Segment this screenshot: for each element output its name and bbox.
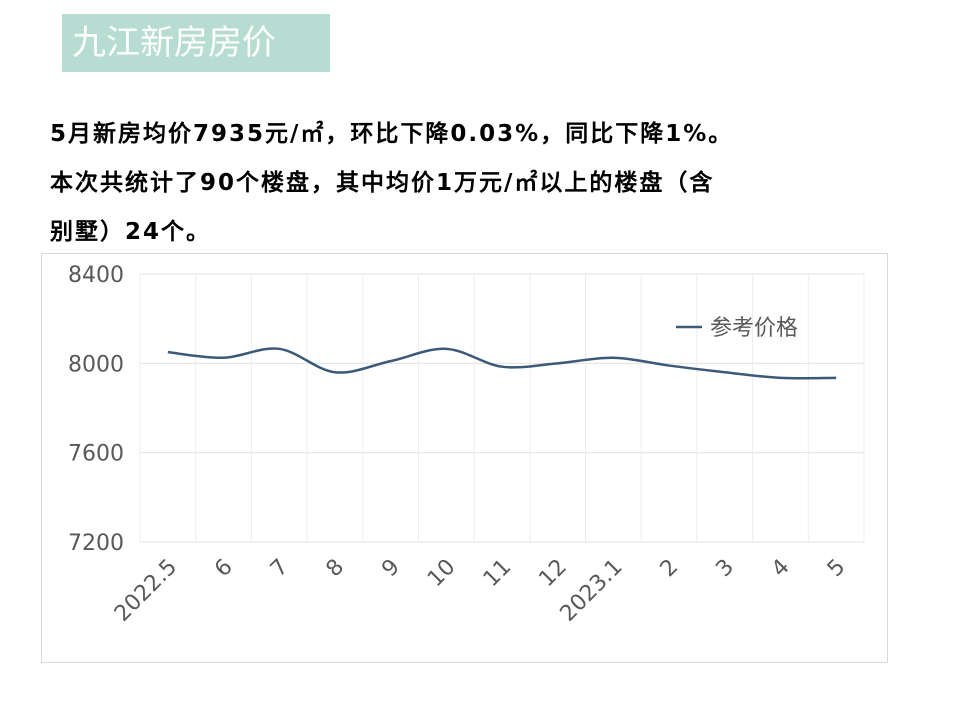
- title-banner: 九江新房房价: [62, 14, 330, 72]
- summary-line-2: 本次共统计了90个楼盘，其中均价1万元/㎡以上的楼盘（含: [50, 170, 715, 196]
- y-tick-label: 8000: [68, 352, 124, 377]
- x-tick-label: 3: [711, 555, 739, 583]
- x-tick-label: 10: [423, 555, 460, 592]
- x-tick-label: 12: [534, 555, 571, 592]
- x-tick-label: 2023.1: [556, 555, 628, 627]
- x-tick-label: 5: [823, 555, 851, 583]
- summary-text: 5月新房均价7935元/㎡，环比下降0.03%，同比下降1%。 本次共统计了90…: [50, 110, 910, 257]
- chart-frame: 8400 8000 7600 7200 2022.5 6 7 8 9 10 11 12 2023.1 2 3…: [41, 253, 888, 663]
- y-tick-label: 7200: [68, 531, 124, 556]
- series-line: [167, 347, 837, 380]
- x-tick-label: 6: [210, 555, 238, 583]
- legend-label: 参考价格: [710, 316, 798, 341]
- x-tick-label: 11: [479, 555, 516, 592]
- x-tick-label: 8: [322, 555, 350, 583]
- x-tick-label: 4: [767, 555, 795, 583]
- summary-line-3: 别墅）24个。: [50, 219, 212, 245]
- page-title: 九江新房房价: [72, 23, 276, 63]
- x-tick-label: 7: [266, 555, 294, 583]
- x-tick-label: 2: [656, 555, 684, 583]
- x-tick-label: 9: [377, 555, 405, 583]
- y-tick-label: 8400: [68, 263, 124, 288]
- summary-line-1: 5月新房均价7935元/㎡，环比下降0.03%，同比下降1%。: [50, 121, 734, 147]
- y-tick-label: 7600: [68, 442, 124, 467]
- x-tick-label: 2022.5: [110, 555, 182, 627]
